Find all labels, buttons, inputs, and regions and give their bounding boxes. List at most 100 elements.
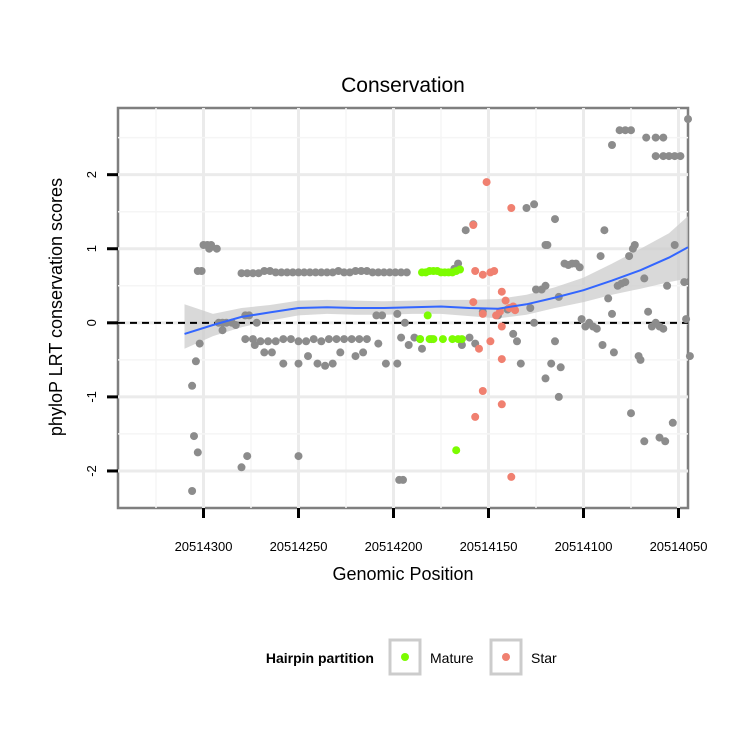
point-other — [191, 357, 200, 366]
point-other — [309, 335, 318, 344]
point-other — [381, 359, 390, 368]
x-tick-label: 20514150 — [460, 539, 518, 554]
point-other — [324, 335, 333, 344]
point-other — [402, 268, 411, 277]
point-star — [495, 307, 504, 316]
point-other — [596, 252, 605, 261]
point-other — [600, 226, 609, 235]
point-other — [351, 267, 360, 275]
point-other — [659, 324, 668, 333]
point-other — [526, 304, 535, 312]
point-other — [541, 374, 550, 383]
point-star — [478, 309, 487, 318]
point-other — [323, 268, 331, 277]
data-points — [188, 115, 694, 495]
point-other — [294, 452, 303, 461]
point-other — [252, 318, 261, 327]
point-star — [469, 221, 478, 229]
point-other — [250, 341, 259, 349]
point-other — [625, 252, 634, 261]
point-other — [197, 267, 206, 275]
y-tick-label: 1 — [84, 245, 99, 252]
y-tick-label: 2 — [84, 171, 99, 178]
point-other — [237, 463, 246, 472]
point-star — [482, 178, 491, 187]
point-other — [231, 321, 240, 329]
point-star — [471, 267, 480, 275]
point-other — [357, 267, 366, 275]
point-other — [260, 348, 269, 357]
point-other — [393, 309, 402, 318]
point-other — [457, 341, 466, 349]
point-other — [305, 268, 314, 277]
point-other — [665, 152, 673, 161]
point-other — [659, 133, 668, 142]
point-star — [478, 387, 487, 395]
point-other — [659, 152, 668, 161]
legend-label-mature: Mature — [430, 650, 474, 666]
point-other — [399, 475, 407, 484]
point-other — [380, 268, 388, 277]
point-other — [313, 359, 322, 368]
legend: Hairpin partition Mature Star — [266, 638, 557, 676]
chart-title: Conservation — [341, 74, 465, 97]
legend-swatch-star — [502, 653, 510, 661]
smooth-curve — [184, 246, 689, 335]
point-other — [551, 215, 559, 224]
point-star — [471, 412, 480, 421]
y-axis: -2 -1 0 1 2 — [84, 171, 118, 477]
y-axis-label: phyloP LRT conservation scores — [46, 178, 66, 436]
point-other — [193, 448, 202, 457]
y-tick-label: -2 — [84, 465, 99, 477]
point-other — [378, 311, 387, 320]
point-other — [317, 337, 326, 346]
point-other — [294, 337, 303, 346]
point-other — [397, 333, 406, 342]
point-star — [486, 337, 495, 346]
point-other — [465, 333, 474, 342]
point-other — [676, 152, 685, 161]
point-other — [332, 335, 341, 344]
point-other — [530, 318, 539, 327]
series-other — [188, 115, 694, 495]
point-other — [359, 348, 368, 357]
point-other — [267, 348, 276, 357]
point-other — [300, 268, 309, 277]
point-other — [374, 339, 383, 348]
x-tick-label: 20514050 — [650, 539, 708, 554]
point-other — [212, 244, 221, 253]
point-other — [355, 335, 364, 344]
point-star — [507, 472, 516, 481]
point-other — [684, 115, 692, 124]
point-other — [260, 267, 269, 275]
point-other — [302, 337, 311, 346]
point-other — [556, 363, 565, 372]
confidence-band — [184, 216, 688, 349]
point-other — [608, 141, 616, 149]
point-star — [511, 306, 520, 315]
x-tick-label: 20514300 — [175, 539, 233, 554]
point-other — [663, 281, 672, 290]
point-other — [513, 337, 521, 346]
point-other — [321, 361, 330, 370]
point-other — [577, 315, 586, 324]
series-mature — [416, 265, 466, 455]
point-other — [243, 452, 252, 461]
point-other — [340, 335, 349, 344]
point-other — [644, 307, 653, 316]
point-other — [554, 392, 563, 401]
series-star — [469, 178, 520, 481]
point-other — [630, 241, 639, 249]
point-star — [497, 322, 506, 331]
point-star — [497, 287, 506, 296]
point-mature — [456, 265, 464, 274]
point-star — [475, 344, 483, 353]
point-mature — [416, 335, 425, 344]
point-other — [294, 359, 303, 368]
point-other — [604, 294, 613, 303]
point-other — [547, 359, 556, 368]
point-other — [642, 133, 651, 142]
point-star — [507, 204, 516, 212]
smooth-fit-line — [184, 246, 689, 335]
